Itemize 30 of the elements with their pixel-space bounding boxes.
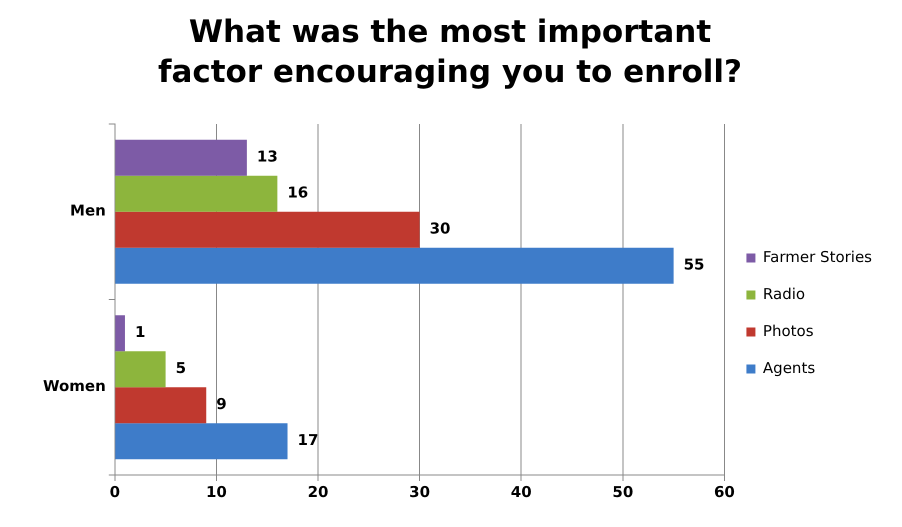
data-label: 9: [216, 395, 227, 414]
bar: [115, 212, 420, 248]
bar: [115, 423, 288, 460]
x-tick-label: 10: [206, 482, 227, 501]
data-label: 5: [176, 359, 186, 378]
x-tick-label: 30: [409, 482, 430, 501]
bar: [115, 140, 247, 176]
x-tick-label: 20: [308, 482, 328, 501]
x-tick-label: 40: [510, 482, 532, 501]
bar: [115, 351, 166, 388]
bar: [115, 248, 674, 284]
x-tick-label: 50: [612, 482, 634, 501]
legend-label: Farmer Stories: [762, 248, 872, 266]
x-tick-label: 0: [110, 482, 120, 501]
legend-label: Photos: [762, 322, 814, 340]
x-tick-label: 60: [714, 482, 735, 501]
legend-label: Radio: [762, 284, 806, 303]
y-tick-label: Women: [42, 377, 106, 396]
legend-label: Agents: [762, 358, 816, 377]
bar: [115, 315, 125, 352]
data-label: 17: [298, 431, 318, 450]
y-tick-label: Men: [70, 202, 106, 220]
data-label: 55: [684, 256, 704, 274]
bar: [115, 176, 278, 212]
bar: [115, 387, 206, 424]
data-label: 30: [430, 220, 450, 238]
chart-title: What was the most important factor encouraging you to enroll?: [156, 13, 744, 92]
data-label: 13: [256, 148, 278, 166]
data-label: 16: [287, 184, 308, 202]
data-label: 1: [134, 323, 146, 342]
